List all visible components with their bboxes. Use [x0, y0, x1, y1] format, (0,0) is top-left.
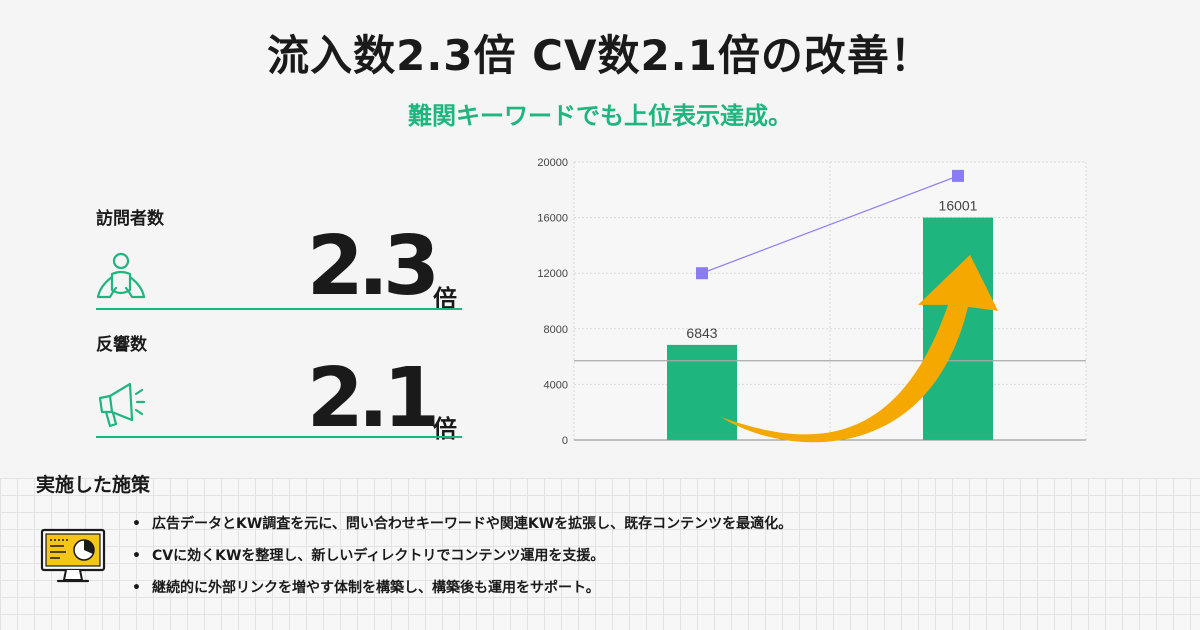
- line-point: [952, 169, 964, 182]
- metric-unit-responses: 倍: [433, 415, 457, 443]
- list-item: 継続的に外部リンクを増やす体制を構築し、構築後も運用をサポート。: [132, 576, 792, 608]
- metric-underline: [96, 308, 462, 310]
- bar: [667, 344, 737, 440]
- metric-label-responses: 反響数: [96, 335, 147, 355]
- metric-value-visitors: 2.3: [306, 219, 440, 314]
- person-icon: [96, 252, 146, 299]
- metric-underline: [96, 436, 462, 438]
- bar-line-chart: 0 4000 8000 12000 16000 20000 6843 16001: [537, 157, 1087, 447]
- metric-value-responses: 2.1: [306, 351, 440, 446]
- megaphone-icon: [98, 382, 146, 428]
- list-item: CVに効くKWを整理し、新しいディレクトリでコンテンツ運用を支援。: [132, 544, 792, 576]
- y-tick-label: 0: [562, 435, 568, 447]
- y-tick-label: 20000: [537, 157, 568, 169]
- line-point: [696, 267, 708, 280]
- bar-data-label: 16001: [939, 198, 978, 214]
- list-item: 広告データとKW調査を元に、問い合わせキーワードや関連KWを拡張し、既存コンテン…: [132, 512, 792, 544]
- metric-label-visitors: 訪問者数: [96, 209, 164, 229]
- plot-area: [574, 162, 1086, 440]
- section-title: 実施した施策: [36, 474, 151, 496]
- headline: 流入数2.3倍 CV数2.1倍の改善！: [267, 31, 933, 80]
- monitor-chart-icon: [40, 528, 106, 583]
- y-tick-label: 4000: [544, 379, 568, 391]
- rising-arrow-icon: [721, 254, 998, 443]
- y-tick-label: 8000: [544, 324, 568, 336]
- strategy-list: 広告データとKW調査を元に、問い合わせキーワードや関連KWを拡張し、既存コンテン…: [132, 512, 792, 608]
- line-series: [701, 175, 959, 274]
- bar-data-label: 6843: [686, 325, 717, 341]
- y-tick-label: 16000: [537, 213, 568, 225]
- y-tick-label: 12000: [537, 268, 568, 280]
- subheadline: 難関キーワードでも上位表示達成。: [408, 102, 792, 130]
